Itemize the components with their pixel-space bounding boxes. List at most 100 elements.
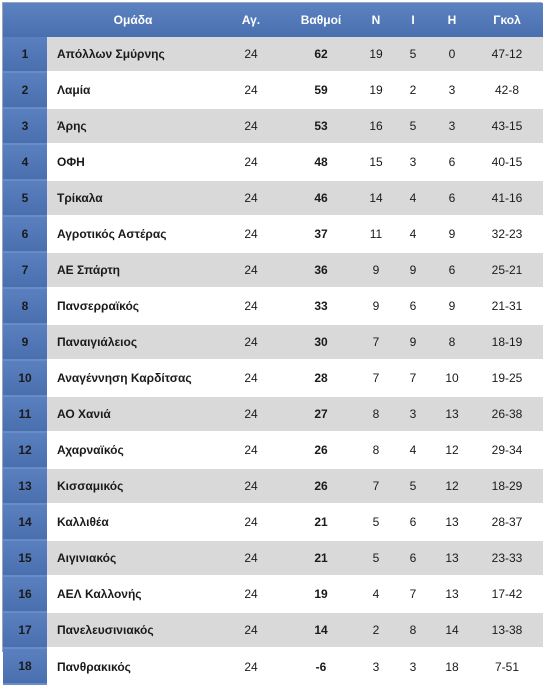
- team-name-cell: Καλλιθέα: [47, 504, 219, 541]
- position-cell: 14: [3, 504, 47, 541]
- losses-cell: 12: [433, 468, 471, 505]
- team-name-cell: ΑΕΛ Καλλονής: [47, 576, 219, 613]
- losses-cell: 13: [433, 540, 471, 577]
- goals-cell: 18-29: [471, 468, 543, 505]
- losses-cell: 14: [433, 612, 471, 649]
- header-team: Ομάδα: [47, 3, 219, 37]
- wins-cell: 8: [359, 396, 393, 433]
- draws-cell: 6: [393, 504, 433, 541]
- played-cell: 24: [219, 360, 283, 397]
- position-cell: 4: [3, 144, 47, 181]
- points-cell: 46: [283, 180, 359, 217]
- wins-cell: 14: [359, 180, 393, 217]
- team-name-cell: Πανελευσινιακός: [47, 612, 219, 649]
- points-cell: 26: [283, 432, 359, 469]
- draws-cell: 9: [393, 252, 433, 289]
- table-row: 15 Αιγινιακός 24 21 5 6 13 23-33: [3, 540, 543, 577]
- goals-cell: 13-38: [471, 612, 543, 649]
- team-name-cell: Τρίκαλα: [47, 180, 219, 217]
- header-points: Βαθμοί: [283, 3, 359, 37]
- table-row: 11 ΑΟ Χανιά 24 27 8 3 13 26-38: [3, 396, 543, 433]
- played-cell: 24: [219, 468, 283, 505]
- table-row: 6 Αγροτικός Αστέρας 24 37 11 4 9 32-23: [3, 216, 543, 253]
- team-name-cell: Αιγινιακός: [47, 540, 219, 577]
- played-cell: 24: [219, 72, 283, 109]
- goals-cell: 19-25: [471, 360, 543, 397]
- played-cell: 24: [219, 432, 283, 469]
- wins-cell: 2: [359, 612, 393, 649]
- table-row: 17 Πανελευσινιακός 24 14 2 8 14 13-38: [3, 612, 543, 649]
- losses-cell: 12: [433, 432, 471, 469]
- losses-cell: 13: [433, 396, 471, 433]
- goals-cell: 26-38: [471, 396, 543, 433]
- table-row: 13 Κισσαμικός 24 26 7 5 12 18-29: [3, 468, 543, 505]
- position-cell: 16: [3, 576, 47, 613]
- played-cell: 24: [219, 37, 283, 73]
- table-row: 9 Παναιγιάλειος 24 30 7 9 8 18-19: [3, 324, 543, 361]
- played-cell: 24: [219, 288, 283, 325]
- team-name-cell: Λαμία: [47, 72, 219, 109]
- losses-cell: 8: [433, 324, 471, 361]
- position-cell: 9: [3, 324, 47, 361]
- played-cell: 24: [219, 648, 283, 684]
- goals-cell: 43-15: [471, 108, 543, 145]
- goals-cell: 25-21: [471, 252, 543, 289]
- draws-cell: 6: [393, 288, 433, 325]
- losses-cell: 9: [433, 216, 471, 253]
- draws-cell: 3: [393, 648, 433, 684]
- losses-cell: 6: [433, 144, 471, 181]
- wins-cell: 5: [359, 540, 393, 577]
- table-row: 12 Αχαρναϊκός 24 26 8 4 12 29-34: [3, 432, 543, 469]
- wins-cell: 19: [359, 72, 393, 109]
- position-cell: 3: [3, 108, 47, 145]
- points-cell: 36: [283, 252, 359, 289]
- table-row: 10 Αναγέννηση Καρδίτσας 24 28 7 7 10 19-25: [3, 360, 543, 397]
- draws-cell: 3: [393, 144, 433, 181]
- table-row: 4 ΟΦΗ 24 48 15 3 6 40-15: [3, 144, 543, 181]
- draws-cell: 3: [393, 396, 433, 433]
- played-cell: 24: [219, 396, 283, 433]
- played-cell: 24: [219, 144, 283, 181]
- position-cell: 2: [3, 72, 47, 109]
- goals-cell: 42-8: [471, 72, 543, 109]
- header-draws: Ι: [393, 3, 433, 37]
- wins-cell: 8: [359, 432, 393, 469]
- goals-cell: 7-51: [471, 648, 543, 684]
- losses-cell: 6: [433, 180, 471, 217]
- position-cell: 13: [3, 468, 47, 505]
- team-name-cell: ΑΟ Χανιά: [47, 396, 219, 433]
- table-row: 7 ΑΕ Σπάρτη 24 36 9 9 6 25-21: [3, 252, 543, 289]
- wins-cell: 4: [359, 576, 393, 613]
- draws-cell: 8: [393, 612, 433, 649]
- table-row: 18 Πανθρακικός 24 -6 3 3 18 7-51: [3, 648, 543, 685]
- position-cell: 18: [3, 648, 47, 685]
- header-goals: Γκολ: [471, 3, 543, 37]
- draws-cell: 9: [393, 324, 433, 361]
- header-row: Ομάδα Αγ. Βαθμοί Ν Ι Η Γκολ: [3, 3, 543, 37]
- draws-cell: 7: [393, 360, 433, 397]
- goals-cell: 21-31: [471, 288, 543, 325]
- points-cell: 21: [283, 504, 359, 541]
- table-row: 16 ΑΕΛ Καλλονής 24 19 4 7 13 17-42: [3, 576, 543, 613]
- wins-cell: 15: [359, 144, 393, 181]
- goals-cell: 18-19: [471, 324, 543, 361]
- points-cell: 37: [283, 216, 359, 253]
- position-cell: 11: [3, 396, 47, 433]
- losses-cell: 6: [433, 252, 471, 289]
- played-cell: 24: [219, 252, 283, 289]
- wins-cell: 19: [359, 37, 393, 73]
- header-wins: Ν: [359, 3, 393, 37]
- goals-cell: 17-42: [471, 576, 543, 613]
- losses-cell: 18: [433, 648, 471, 684]
- team-name-cell: Πανθρακικός: [47, 648, 219, 684]
- team-name-cell: Άρης: [47, 108, 219, 145]
- wins-cell: 7: [359, 324, 393, 361]
- header-position: [3, 3, 47, 37]
- draws-cell: 4: [393, 180, 433, 217]
- points-cell: 14: [283, 612, 359, 649]
- points-cell: -6: [283, 648, 359, 684]
- losses-cell: 13: [433, 576, 471, 613]
- played-cell: 24: [219, 180, 283, 217]
- position-cell: 12: [3, 432, 47, 469]
- wins-cell: 7: [359, 468, 393, 505]
